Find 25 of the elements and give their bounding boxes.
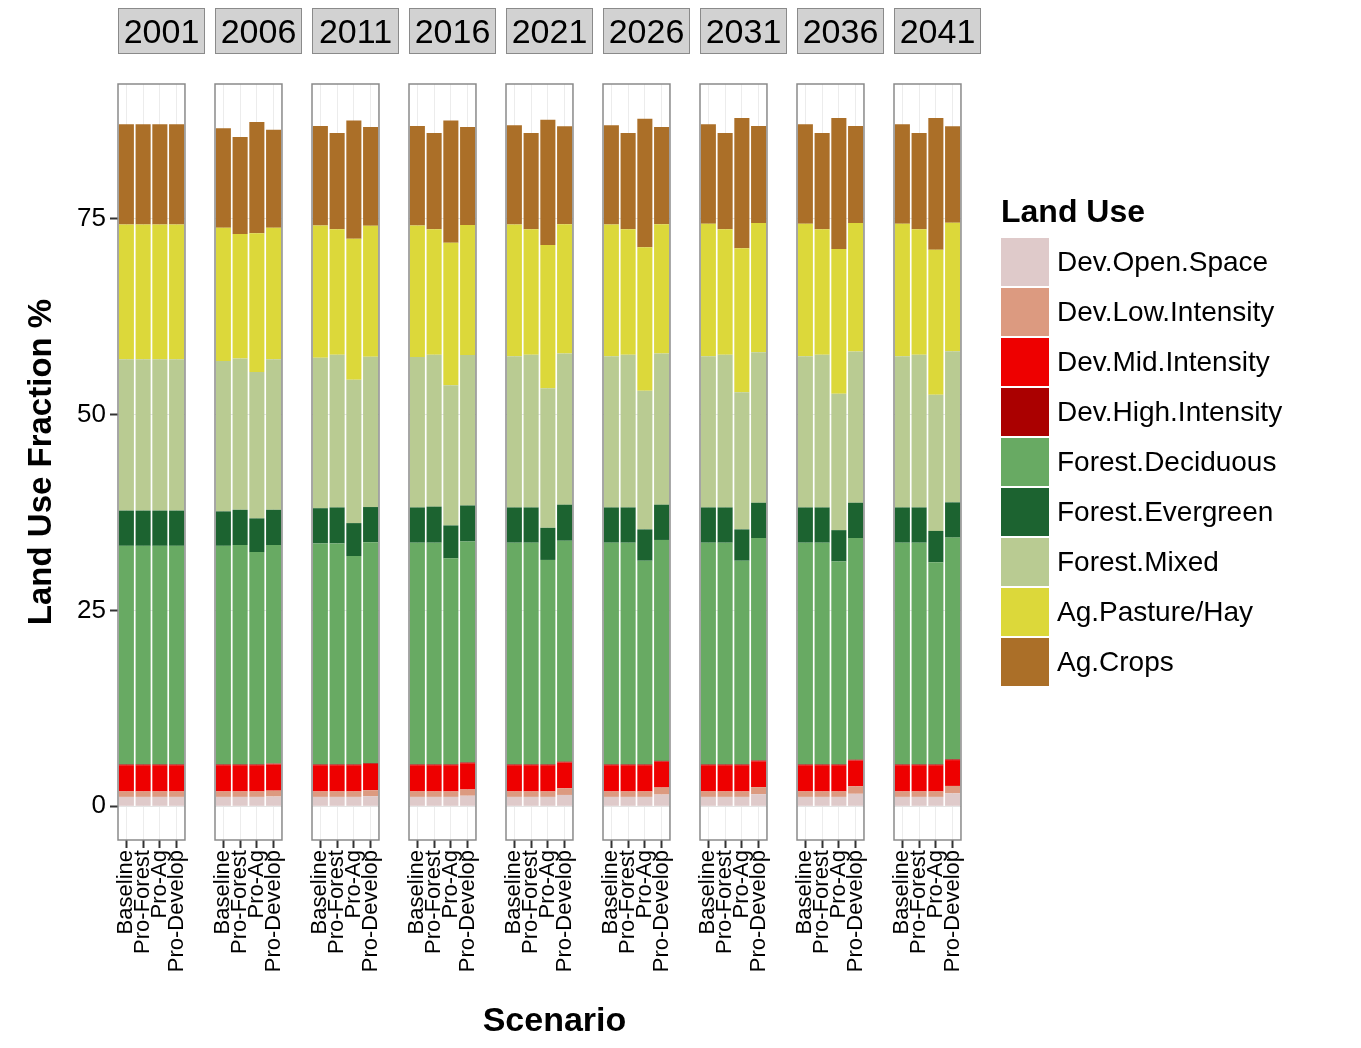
chart-title: 2011: [318, 11, 393, 52]
legend-label: Dev.Low.Intensity: [1057, 296, 1275, 328]
legend-label: Dev.Open.Space: [1057, 246, 1269, 278]
x-axis-title: Scenario: [481, 1000, 628, 1039]
y-tick-label: 50: [77, 397, 106, 428]
chart-title: 2031: [705, 11, 782, 52]
chart-title: 2036: [802, 11, 879, 52]
legend-label: Forest.Deciduous: [1057, 446, 1277, 478]
legend-label: Dev.Mid.Intensity: [1057, 346, 1270, 378]
chart-title: 2021: [511, 11, 588, 52]
chart-title: 2006: [220, 11, 297, 52]
y-tick-label: 0: [91, 789, 106, 820]
legend-label: Ag.Pasture/Hay: [1057, 596, 1254, 628]
legend-label: Dev.High.Intensity: [1057, 396, 1283, 428]
chart-title: 2016: [414, 11, 491, 52]
legend-label: Forest.Mixed: [1057, 546, 1219, 578]
legend-label: Ag.Crops: [1057, 646, 1174, 678]
chart-title: 2001: [123, 11, 200, 52]
y-tick-label: 75: [77, 201, 106, 232]
y-tick-label: 25: [77, 593, 106, 624]
chart-title: 2041: [899, 11, 976, 52]
legend-label: Forest.Evergreen: [1057, 496, 1274, 528]
legend-title: Land Use: [1001, 193, 1147, 230]
chart-title: 2026: [608, 11, 685, 52]
y-axis-title: Land Use Fraction %: [20, 298, 58, 626]
